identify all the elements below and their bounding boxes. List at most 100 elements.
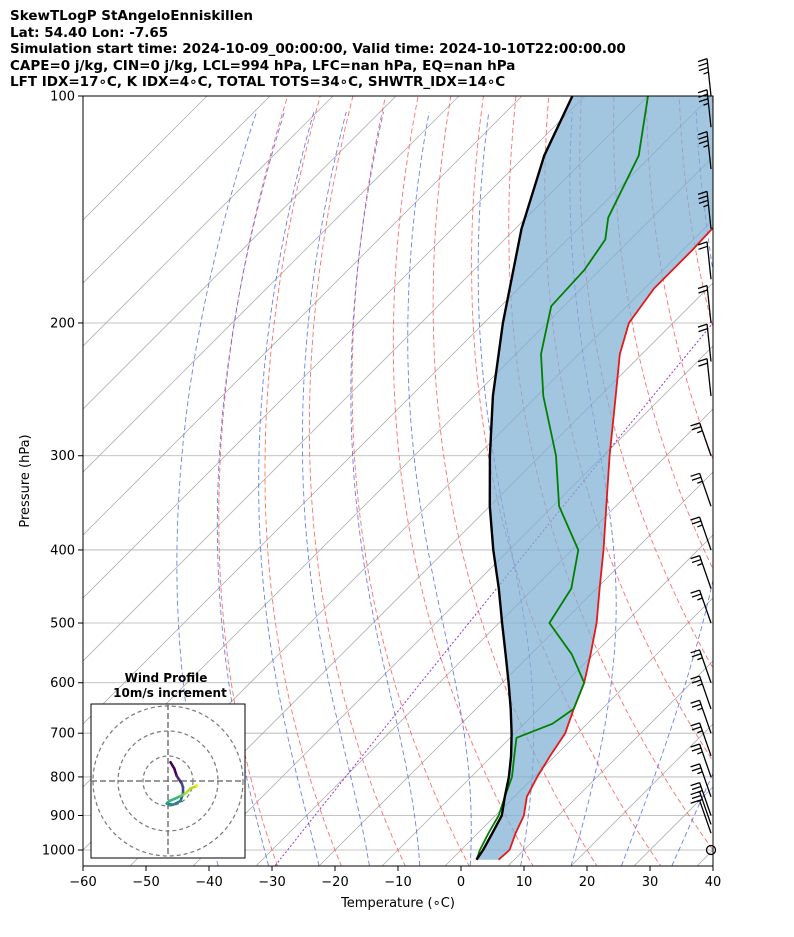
wind-barb (697, 190, 712, 229)
dry-adiabat (508, 96, 713, 851)
wind-barb-feather (697, 284, 708, 290)
wind-barb-half-feather (697, 562, 703, 567)
series-line-temperature (498, 226, 713, 861)
wind-barb-staff (706, 131, 712, 170)
wind-barb-feather (690, 763, 700, 768)
wind-barb-feather (690, 422, 700, 427)
wind-barb-half-feather (697, 798, 703, 803)
indices-line-2: LFT IDX=17∘C, K IDX=4∘C, TOTAL TOTS=34∘C… (10, 74, 506, 90)
isotherm (318, 471, 713, 866)
wind-barb-half-feather (697, 430, 703, 434)
y-tick-label: 800 (50, 770, 75, 785)
wind-barb-feather (691, 679, 702, 684)
dry-adiabat (742, 62, 794, 882)
wind-barb-half-feather (697, 771, 703, 775)
dry-adiabat (774, 62, 794, 882)
moist-adiabat (350, 111, 421, 866)
wind-barb-feather (690, 516, 700, 521)
wind-barb-feather (690, 722, 700, 727)
wind-barb-staff (698, 722, 712, 757)
moist-adiabat (216, 111, 285, 866)
wind-barb-half-feather (697, 789, 703, 794)
dry-adiabat (218, 96, 289, 866)
wind-barb-feather (697, 241, 708, 246)
x-tick-label: −40 (195, 875, 222, 890)
wind-barb-feather (691, 520, 702, 525)
y-tick-label: 700 (50, 727, 75, 742)
wind-barb-feather (698, 66, 709, 72)
plot-area (83, 62, 794, 882)
indices-line-1: CAPE=0 j/kg, CIN=0 j/kg, LCL=994 hPa, LF… (10, 57, 516, 74)
dry-adiabat (264, 96, 342, 866)
x-tick-label: 10 (516, 875, 533, 890)
wind-barb-feather (697, 323, 708, 328)
moist-adiabat (176, 111, 257, 866)
wind-barb (697, 323, 712, 362)
isotherm (83, 96, 397, 410)
moist-adiabat (620, 111, 713, 866)
series-line-parcel (475, 96, 574, 861)
wind-barb (690, 649, 712, 683)
x-tick-label: 20 (579, 875, 596, 890)
wind-barb-feather (698, 98, 709, 103)
wind-barb-staff (698, 791, 712, 825)
wind-barb (690, 516, 712, 551)
wind-barb (690, 554, 712, 589)
moist-adiabat (722, 112, 794, 866)
wind-barb (690, 743, 712, 778)
wind-barb (690, 675, 712, 710)
y-tick-label: 200 (50, 316, 75, 331)
x-tick-label: −50 (132, 875, 159, 890)
wind-barb-feather (697, 131, 708, 136)
hodograph-inset: Wind Profile 10m/s increment (90, 671, 246, 859)
wind-barb (690, 589, 712, 624)
wind-barb-staff (706, 358, 712, 397)
wind-barb (690, 699, 712, 734)
wind-barb-feather (698, 245, 708, 250)
y-tick-label: 100 (50, 90, 75, 105)
wind-barb-feather (691, 794, 702, 800)
wind-barb-half-feather (697, 524, 703, 528)
wind-barb-staff (706, 285, 712, 324)
moist-adiabat (407, 111, 472, 866)
wind-barb (697, 241, 712, 280)
isotherm (83, 96, 523, 536)
wind-barb-feather (690, 649, 700, 654)
isotherm (255, 408, 713, 866)
wind-barb-half-feather (697, 480, 703, 484)
moist-adiabat (258, 111, 320, 866)
wind-barb-half-feather (697, 683, 703, 687)
isotherm (83, 96, 460, 473)
isotherm (83, 96, 208, 221)
profile-lines (475, 96, 713, 861)
wind-barb (697, 57, 712, 97)
x-tick-label: −30 (258, 875, 285, 890)
wind-barb-feather (690, 675, 700, 680)
x-tick-label: 0 (457, 875, 465, 890)
isotherm (83, 96, 586, 599)
wind-barb-staff (698, 800, 712, 834)
hodograph-segment (172, 767, 179, 778)
wind-barb-half-feather (703, 71, 709, 75)
wind-barb-feather (691, 703, 702, 708)
wind-barb-feather (698, 195, 708, 200)
wind-barb-staff (698, 555, 712, 589)
dry-adiabat (544, 96, 713, 762)
wind-barb-half-feather (703, 102, 709, 106)
x-tick-label: −20 (321, 875, 348, 890)
wind-barb (697, 284, 712, 324)
wind-barb-feather (691, 426, 702, 431)
wind-barb (690, 472, 712, 507)
wind-barb-staff (706, 58, 712, 97)
wind-barb-feather (690, 589, 700, 594)
moist-adiabat (301, 111, 370, 866)
wind-barb-feather (691, 726, 702, 731)
wind-barb-feather (698, 199, 709, 204)
hodograph-title: Wind Profile (125, 671, 208, 685)
dry-adiabat (308, 96, 406, 866)
x-tick-label: 40 (705, 875, 722, 890)
dry-adiabat (351, 96, 470, 866)
wind-barb-staff (698, 473, 712, 507)
wind-barb-feather (690, 781, 700, 787)
